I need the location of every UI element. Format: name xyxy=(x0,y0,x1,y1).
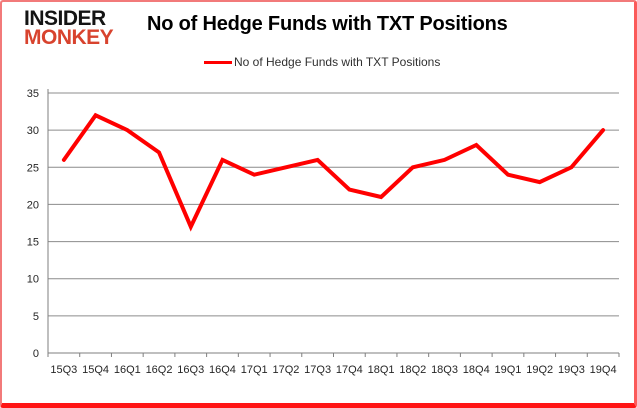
x-tick-label-16Q1: 16Q1 xyxy=(114,364,141,376)
logo-insider-text: INSIDER xyxy=(24,7,106,30)
x-tick-label-18Q3: 18Q3 xyxy=(431,364,458,376)
x-tick-label-16Q2: 16Q2 xyxy=(146,364,173,376)
logo-monkey-text: MONKEY xyxy=(24,26,114,50)
x-tick-label-18Q2: 18Q2 xyxy=(399,364,426,376)
x-tick-label-15Q3: 15Q3 xyxy=(50,364,77,376)
y-tick-label-35: 35 xyxy=(27,88,39,100)
x-tick-label-16Q3: 16Q3 xyxy=(177,364,204,376)
series-line-0 xyxy=(61,112,606,232)
x-tick-label-15Q4: 15Q4 xyxy=(82,364,109,376)
y-tick-label-20: 20 xyxy=(27,199,39,211)
x-tick-label-17Q1: 17Q1 xyxy=(241,364,268,376)
x-tick-label-18Q1: 18Q1 xyxy=(368,364,395,376)
x-tick-label-18Q4: 18Q4 xyxy=(463,364,490,376)
x-tick-label-17Q4: 17Q4 xyxy=(336,364,363,376)
legend: No of Hedge Funds with TXT Positions xyxy=(204,55,440,69)
x-tick-label-16Q4: 16Q4 xyxy=(209,364,236,376)
x-tick-label-17Q2: 17Q2 xyxy=(272,364,299,376)
legend-label: No of Hedge Funds with TXT Positions xyxy=(234,55,441,69)
x-tick-label-19Q4: 19Q4 xyxy=(590,364,617,376)
y-tick-label-10: 10 xyxy=(27,274,39,286)
y-tick-label-5: 5 xyxy=(33,311,39,323)
insider-monkey-logo: INSIDER MONKEY xyxy=(24,7,114,50)
legend-line-swatch xyxy=(204,60,232,64)
y-tick-label-0: 0 xyxy=(33,348,39,360)
x-tick-label-19Q2: 19Q2 xyxy=(526,364,553,376)
y-tick-label-15: 15 xyxy=(27,237,39,249)
y-tick-label-25: 25 xyxy=(27,162,39,174)
x-tick-label-17Q3: 17Q3 xyxy=(304,364,331,376)
chart-title: No of Hedge Funds with TXT Positions xyxy=(147,13,508,35)
y-tick-label-30: 30 xyxy=(27,125,39,137)
x-tick-label-19Q1: 19Q1 xyxy=(495,364,522,376)
x-tick-label-19Q3: 19Q3 xyxy=(558,364,585,376)
